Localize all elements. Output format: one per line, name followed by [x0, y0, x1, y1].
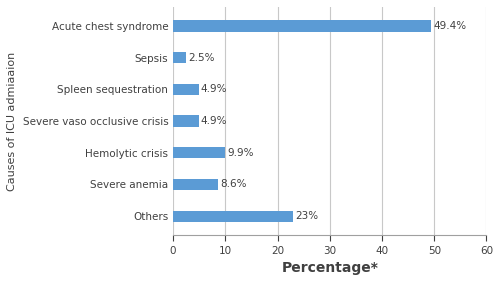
Text: 4.9%: 4.9% [201, 116, 228, 126]
Text: 8.6%: 8.6% [220, 179, 246, 190]
Bar [173, 179, 218, 190]
Bar [173, 115, 199, 127]
Bar [173, 52, 186, 63]
Text: 2.5%: 2.5% [188, 53, 215, 63]
Text: 23%: 23% [296, 211, 318, 221]
Bar [173, 20, 431, 32]
Y-axis label: Causes of ICU admiaaion: Causes of ICU admiaaion [7, 51, 17, 191]
Text: 9.9%: 9.9% [227, 148, 254, 158]
Text: 49.4%: 49.4% [433, 21, 466, 31]
Text: 4.9%: 4.9% [201, 84, 228, 94]
X-axis label: Percentage*: Percentage* [282, 261, 378, 275]
Bar [173, 211, 293, 222]
Bar [173, 147, 225, 158]
Bar [173, 84, 199, 95]
